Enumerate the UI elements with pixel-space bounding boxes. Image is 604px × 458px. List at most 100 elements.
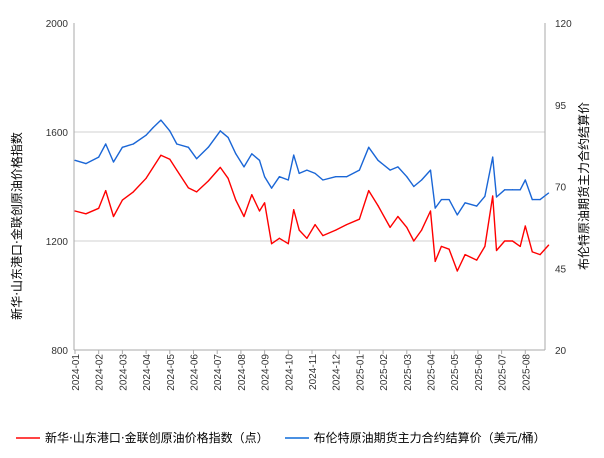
- brent-point: [160, 119, 162, 121]
- brent-point: [112, 161, 115, 163]
- index-point: [132, 191, 134, 193]
- brent-point: [524, 179, 526, 181]
- index-point: [169, 158, 171, 160]
- index-point: [264, 202, 266, 204]
- brent-point: [235, 153, 237, 155]
- left-axis-title: 新华·山东港口·金联创原油价格指数: [9, 132, 24, 320]
- brent-point: [196, 158, 198, 160]
- index-point: [511, 240, 514, 242]
- index-point: [484, 245, 486, 248]
- index-point: [74, 210, 76, 212]
- index-point: [368, 189, 370, 192]
- index-point: [227, 177, 229, 179]
- brent-point: [264, 176, 266, 178]
- brent-point: [105, 143, 107, 145]
- index-point: [105, 189, 107, 192]
- index-point: [492, 195, 494, 197]
- brent-point: [504, 189, 506, 191]
- brent-line: [74, 119, 550, 216]
- axes: 800 1200 1600 2000 20 45 70 95 120 2024-01 2024-02…: [46, 19, 572, 391]
- brent-point: [539, 198, 541, 201]
- brent-point: [389, 169, 391, 171]
- x-tick-label: 2025-07: [498, 354, 509, 391]
- index-point: [548, 244, 550, 246]
- brent-point: [258, 159, 261, 161]
- index-point: [298, 229, 300, 231]
- right-axis-title: 布伦特原油期货主力合约结算价: [576, 102, 591, 270]
- index-point: [152, 166, 154, 169]
- brent-point: [476, 205, 478, 207]
- index-point: [504, 240, 506, 242]
- index-point: [187, 187, 190, 189]
- index-point: [377, 204, 379, 207]
- brent-point: [219, 130, 221, 132]
- brent-point: [397, 166, 399, 168]
- left-tick-label: 1600: [46, 128, 69, 139]
- brent-point: [420, 179, 423, 181]
- index-point: [434, 260, 436, 263]
- legend-label-index: 新华·山东港口·金联创原油价格指数（点）: [45, 431, 269, 445]
- right-tick-label: 95: [555, 101, 567, 112]
- index-point: [176, 169, 178, 171]
- x-tick-label: 2025-01: [355, 354, 366, 391]
- x-tick-label: 2024-03: [118, 354, 129, 391]
- brent-point: [251, 153, 253, 155]
- index-point: [258, 210, 261, 212]
- legend-item-brent: 布伦特原油期货主力合约结算价（美元/桶）: [284, 429, 546, 446]
- index-point: [335, 229, 337, 231]
- index-point: [448, 248, 450, 250]
- index-point: [406, 226, 408, 228]
- index-point: [243, 215, 245, 218]
- index-point: [314, 224, 316, 226]
- index-point: [456, 270, 458, 272]
- index-point: [524, 225, 526, 227]
- index-point: [495, 249, 498, 252]
- x-tick-label: 2024-01: [71, 354, 82, 391]
- left-tick-label: 1200: [46, 237, 69, 248]
- left-tick-label: 2000: [46, 19, 69, 30]
- x-tick-label: 2025-04: [427, 354, 438, 391]
- brent-point: [511, 189, 514, 191]
- x-tick-label: 2024-11: [308, 354, 319, 390]
- index-point: [85, 213, 87, 215]
- brent-point: [270, 187, 273, 189]
- brent-point: [152, 127, 154, 129]
- index-point: [98, 207, 100, 209]
- legend-label-brent: 布伦特原油期货主力合约结算价（美元/桶）: [313, 431, 546, 445]
- brent-point: [345, 176, 348, 178]
- brent-point: [207, 146, 209, 148]
- brent-point: [377, 159, 379, 161]
- brent-point: [368, 146, 370, 148]
- index-point: [397, 215, 399, 218]
- brent-point: [278, 176, 280, 178]
- left-tick-label: 800: [51, 346, 68, 357]
- brent-point: [335, 176, 337, 178]
- index-point: [145, 177, 147, 179]
- index-point: [539, 254, 541, 256]
- brent-point: [464, 202, 466, 204]
- brent-point: [440, 198, 442, 201]
- right-tick-label: 45: [555, 264, 567, 275]
- index-point: [519, 245, 521, 248]
- x-tick-label: 2024-06: [190, 354, 201, 391]
- brent-point: [293, 154, 295, 156]
- brent-point: [227, 136, 229, 139]
- legend: 新华·山东港口·金联创原油价格指数（点） 布伦特原油期货主力合约结算价（美元/桶…: [16, 429, 562, 446]
- brent-point: [495, 196, 498, 198]
- index-point: [287, 243, 289, 245]
- x-tick-label: 2024-04: [142, 354, 153, 391]
- index-point: [270, 243, 273, 245]
- grid: [74, 131, 545, 242]
- brent-point: [456, 214, 458, 216]
- brent-point: [132, 143, 134, 145]
- brent-point: [448, 198, 450, 201]
- brent-point: [492, 156, 494, 158]
- brent-point: [85, 163, 87, 165]
- x-tick-label: 2025-08: [521, 354, 532, 391]
- x-tick-label: 2024-08: [237, 354, 248, 391]
- index-point: [219, 166, 221, 169]
- brent-point: [314, 172, 316, 175]
- x-tick-label: 2025-02: [379, 354, 390, 391]
- index-point: [235, 199, 237, 201]
- index-point: [440, 245, 442, 248]
